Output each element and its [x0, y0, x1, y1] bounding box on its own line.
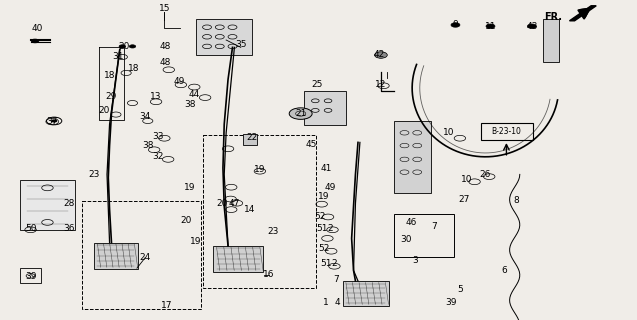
Text: 13: 13 [150, 92, 162, 100]
Text: 25: 25 [311, 80, 323, 89]
Circle shape [375, 52, 387, 58]
Text: 22: 22 [246, 133, 257, 142]
Text: 5: 5 [457, 285, 463, 294]
Text: 2: 2 [332, 260, 337, 268]
Text: 29: 29 [106, 92, 117, 100]
Text: 44: 44 [189, 90, 200, 99]
Text: 1: 1 [323, 298, 329, 307]
Text: 52: 52 [318, 244, 329, 252]
Text: 30: 30 [401, 235, 412, 244]
Bar [394, 214, 454, 257]
Text: 17: 17 [161, 301, 173, 310]
Circle shape [289, 108, 312, 119]
Text: 48: 48 [160, 58, 171, 67]
Text: 39: 39 [445, 298, 457, 307]
Circle shape [119, 45, 125, 48]
Text: 15: 15 [159, 4, 170, 12]
Circle shape [129, 45, 136, 48]
Text: 52: 52 [314, 212, 326, 220]
Text: 10: 10 [461, 175, 472, 184]
Text: 11: 11 [485, 22, 496, 31]
Bar [20, 268, 41, 283]
Bar [481, 123, 533, 140]
Text: 48: 48 [160, 42, 171, 51]
Text: B-23-10: B-23-10 [492, 127, 521, 136]
Bar [213, 246, 263, 272]
Bar [243, 134, 257, 145]
Text: 27: 27 [458, 195, 469, 204]
Text: 38: 38 [184, 100, 196, 108]
Text: 6: 6 [501, 266, 508, 275]
Text: 7: 7 [431, 222, 438, 231]
Bar [82, 201, 201, 309]
Bar [304, 91, 346, 125]
Text: 45: 45 [305, 140, 317, 148]
Text: 36: 36 [63, 224, 75, 233]
Text: 49: 49 [324, 183, 336, 192]
Text: 16: 16 [263, 270, 275, 279]
Circle shape [51, 119, 57, 123]
Text: 20: 20 [180, 216, 192, 225]
Text: 51: 51 [316, 224, 327, 233]
Text: 39: 39 [25, 272, 36, 281]
Text: 19: 19 [190, 237, 202, 246]
Text: 24: 24 [140, 253, 151, 262]
Bar [343, 281, 389, 306]
Text: 31: 31 [112, 52, 124, 60]
Circle shape [486, 24, 495, 28]
Text: 37: 37 [47, 117, 58, 126]
Text: 19: 19 [318, 192, 329, 201]
Text: 23: 23 [89, 170, 100, 179]
Text: 18: 18 [104, 71, 115, 80]
Bar [203, 135, 316, 288]
Text: 19: 19 [254, 165, 266, 174]
Text: 43: 43 [526, 22, 538, 31]
Bar [543, 19, 559, 62]
Text: 35: 35 [235, 40, 247, 49]
Text: 2: 2 [327, 224, 333, 233]
Text: 12: 12 [375, 80, 387, 89]
Text: 4: 4 [335, 298, 340, 307]
Text: 26: 26 [480, 170, 491, 179]
Text: 46: 46 [405, 218, 417, 227]
Bar [394, 121, 431, 193]
Text: 10: 10 [443, 128, 455, 137]
Text: FR.: FR. [544, 12, 562, 22]
Text: 51: 51 [320, 260, 332, 268]
Text: 18: 18 [128, 64, 140, 73]
Text: 9: 9 [452, 20, 459, 29]
Text: 14: 14 [244, 205, 255, 214]
Text: 49: 49 [174, 77, 185, 86]
Circle shape [527, 24, 536, 28]
Bar [94, 243, 138, 269]
Text: 20: 20 [98, 106, 110, 115]
Text: 32: 32 [152, 152, 164, 161]
Text: 34: 34 [140, 112, 151, 121]
Text: 20: 20 [216, 199, 227, 208]
Text: 41: 41 [320, 164, 332, 172]
Text: 33: 33 [152, 132, 164, 140]
Bar [196, 19, 252, 55]
Text: 50: 50 [25, 224, 36, 233]
Circle shape [31, 39, 39, 43]
Text: 21: 21 [295, 109, 306, 118]
Text: 23: 23 [267, 228, 278, 236]
Text: 7: 7 [333, 276, 340, 284]
Text: 19: 19 [184, 183, 196, 192]
Bar [20, 180, 75, 230]
Text: 3: 3 [412, 256, 419, 265]
Text: 40: 40 [31, 24, 43, 33]
Text: 38: 38 [143, 141, 154, 150]
Text: 20: 20 [118, 42, 130, 51]
Text: 28: 28 [63, 199, 75, 208]
Circle shape [451, 23, 460, 27]
Polygon shape [569, 6, 596, 21]
Text: 42: 42 [373, 50, 385, 59]
Text: 47: 47 [229, 199, 240, 208]
Text: 8: 8 [513, 196, 519, 204]
